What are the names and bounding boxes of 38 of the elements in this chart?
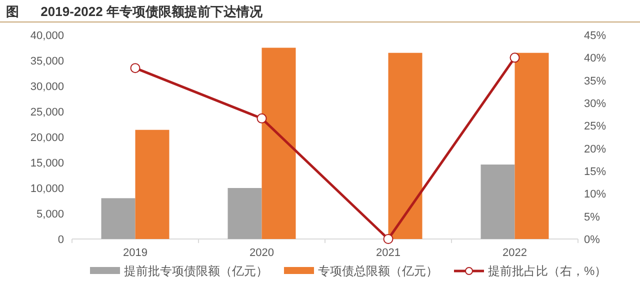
y-tick-label: 10,000 xyxy=(30,183,64,195)
x-tick-label: 2019 xyxy=(123,247,148,259)
y-tick-label: 15,000 xyxy=(30,158,64,170)
point xyxy=(383,234,394,244)
y2-tick-label: 25% xyxy=(584,120,606,133)
x-tick-label: 2021 xyxy=(376,247,400,259)
y2-tick-label: 0% xyxy=(584,234,600,246)
legend-label: 专项债总限额（亿元） xyxy=(318,264,438,278)
point xyxy=(130,63,140,74)
y2-tick-label: 30% xyxy=(584,98,606,110)
y2-tick-label: 35% xyxy=(584,75,606,88)
y2-tick-label: 45% xyxy=(584,30,606,42)
legend-label: 提前批占比（右，%） xyxy=(488,264,607,278)
bar xyxy=(101,198,136,239)
y-tick-label: 40,000 xyxy=(30,30,64,42)
y-tick-label: 5,000 xyxy=(36,208,64,220)
x-tick-label: 2022 xyxy=(502,247,527,259)
y-tick-label: 30,000 xyxy=(30,81,64,93)
y2-tick-label: 20% xyxy=(584,143,606,156)
point xyxy=(510,52,520,63)
bar xyxy=(514,52,549,239)
y-tick-label: 20,000 xyxy=(30,132,64,144)
bar xyxy=(480,164,515,239)
y2-tick-label: 10% xyxy=(584,188,606,201)
y-tick-label: 0 xyxy=(58,234,64,246)
point xyxy=(256,113,267,124)
y2-tick-label: 5% xyxy=(584,211,600,224)
y2-tick-label: 15% xyxy=(584,166,606,178)
x-tick-label: 2020 xyxy=(250,247,274,259)
y-tick-label: 35,000 xyxy=(30,56,64,68)
bar xyxy=(228,188,262,239)
chart-title: 图 2019-2022 年专项债限额提前下达情况 xyxy=(6,4,264,19)
bar xyxy=(135,130,170,239)
y2-tick-label: 40% xyxy=(584,52,606,65)
y-tick-label: 25,000 xyxy=(30,106,64,118)
bar xyxy=(262,48,296,239)
bar xyxy=(388,52,422,239)
legend-label: 提前批专项债限额（亿元） xyxy=(124,264,268,278)
